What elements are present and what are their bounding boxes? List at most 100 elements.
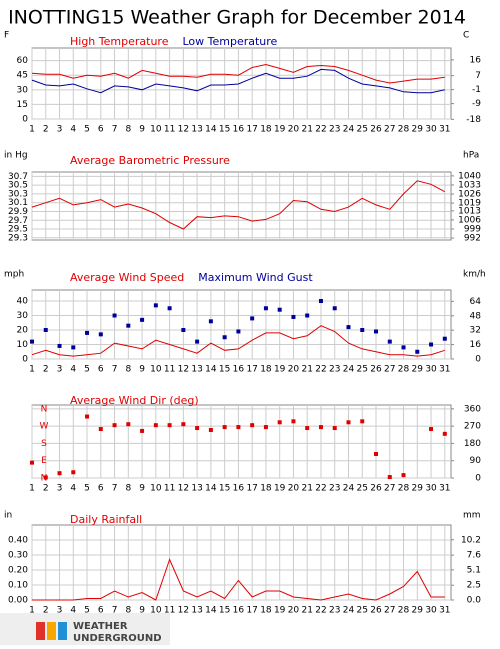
- y2-tick-label: 1040: [458, 171, 481, 181]
- x-tick-label: 5: [84, 125, 90, 135]
- x-tick-label: 26: [370, 484, 382, 494]
- x-tick-label: 19: [274, 606, 286, 616]
- data-point: [167, 423, 172, 428]
- x-tick-label: 2: [43, 365, 49, 375]
- y-tick-label: 30.5: [8, 181, 28, 191]
- x-tick-label: 28: [398, 484, 410, 494]
- x-tick-label: 8: [125, 365, 131, 375]
- x-tick-label: 2: [43, 125, 49, 135]
- series-line: [31, 68, 445, 94]
- data-point: [250, 316, 255, 321]
- data-point: [305, 313, 310, 318]
- data-point: [30, 339, 34, 344]
- x-tick-label: 22: [315, 365, 326, 375]
- x-tick-label: 18: [260, 606, 272, 616]
- x-tick-label: 25: [357, 606, 368, 616]
- y2-tick-label: 1026: [458, 190, 481, 200]
- data-point: [263, 306, 268, 311]
- x-tick-label: 12: [178, 365, 189, 375]
- logo-mark: [36, 622, 45, 640]
- x-tick-label: 26: [370, 125, 382, 135]
- y2-axis-label: mm: [463, 511, 481, 521]
- x-tick-label: 4: [70, 125, 76, 135]
- x-tick-label: 21: [301, 125, 312, 135]
- x-tick-label: 21: [301, 606, 312, 616]
- data-point: [305, 426, 310, 431]
- x-tick-label: 16: [233, 606, 245, 616]
- data-point: [415, 349, 420, 354]
- data-point: [57, 471, 62, 476]
- y-tick-label: 30.7: [8, 172, 28, 182]
- x-tick-label: 22: [315, 606, 326, 616]
- x-tick-label: 24: [343, 484, 355, 494]
- data-point: [387, 339, 392, 344]
- x-tick-label: 9: [139, 365, 145, 375]
- logo-text: UNDERGROUND: [73, 633, 162, 644]
- x-tick-label: 17: [246, 125, 257, 135]
- x-tick-label: 17: [246, 365, 257, 375]
- x-tick-label: 11: [164, 606, 175, 616]
- data-point: [98, 427, 103, 432]
- x-tick-label: 4: [70, 365, 76, 375]
- y2-tick-label: 64: [470, 297, 482, 307]
- y-tick-label: 30.3: [8, 189, 28, 199]
- x-tick-label: 1: [29, 365, 35, 375]
- x-tick-label: 20: [288, 606, 300, 616]
- data-point: [71, 470, 76, 475]
- data-point: [57, 343, 62, 348]
- data-point: [374, 329, 379, 334]
- x-tick-label: 1: [29, 125, 35, 135]
- logo-mark: [58, 622, 67, 640]
- y2-tick-label: 1013: [458, 206, 481, 216]
- x-tick-label: 31: [439, 606, 450, 616]
- data-point: [126, 422, 131, 427]
- y-tick-label: 30: [17, 311, 29, 321]
- x-tick-label: 25: [357, 365, 368, 375]
- data-point: [181, 328, 186, 333]
- data-point: [153, 423, 158, 428]
- data-point: [85, 330, 90, 335]
- y-tick-label: 29.7: [8, 216, 28, 226]
- x-tick-label: 27: [384, 606, 395, 616]
- y2-tick-label: 7.6: [467, 551, 482, 561]
- y-tick-label: S: [41, 439, 47, 449]
- x-tick-label: 11: [164, 125, 175, 135]
- y-axis-label: in Hg: [4, 151, 28, 161]
- series-line: [31, 63, 445, 84]
- x-tick-label: 30: [425, 365, 437, 375]
- x-tick-label: 31: [439, 365, 450, 375]
- x-tick-label: 3: [57, 484, 63, 494]
- data-point: [222, 425, 227, 430]
- data-point: [346, 420, 351, 425]
- x-tick-label: 29: [412, 606, 424, 616]
- x-tick-label: 10: [150, 365, 162, 375]
- data-point: [140, 317, 145, 322]
- x-tick-label: 13: [191, 484, 202, 494]
- data-point: [277, 307, 282, 312]
- x-tick-label: 15: [219, 484, 230, 494]
- x-tick-label: 17: [246, 484, 257, 494]
- page-title: INOTTING15 Weather Graph for December 20…: [8, 7, 466, 29]
- y2-axis-label: hPa: [463, 151, 479, 161]
- data-point: [291, 314, 296, 319]
- x-tick-label: 14: [205, 365, 217, 375]
- x-tick-label: 30: [425, 125, 437, 135]
- x-tick-label: 8: [125, 125, 131, 135]
- plot-area: [31, 47, 452, 120]
- x-tick-label: 13: [191, 365, 202, 375]
- x-tick-label: 22: [315, 125, 326, 135]
- x-tick-label: 3: [57, 606, 63, 616]
- x-tick-label: 15: [219, 365, 230, 375]
- y2-tick-label: 48: [470, 311, 482, 321]
- x-tick-label: 17: [246, 606, 257, 616]
- y2-tick-label: 0: [475, 474, 481, 484]
- y2-tick-label: 270: [464, 422, 481, 432]
- x-tick-label: 31: [439, 125, 450, 135]
- x-tick-label: 29: [412, 125, 424, 135]
- x-tick-label: 12: [178, 484, 189, 494]
- y2-tick-label: 1033: [458, 180, 481, 190]
- data-point: [85, 414, 90, 419]
- x-tick-label: 6: [98, 606, 104, 616]
- data-point: [112, 423, 117, 428]
- x-tick-label: 11: [164, 484, 175, 494]
